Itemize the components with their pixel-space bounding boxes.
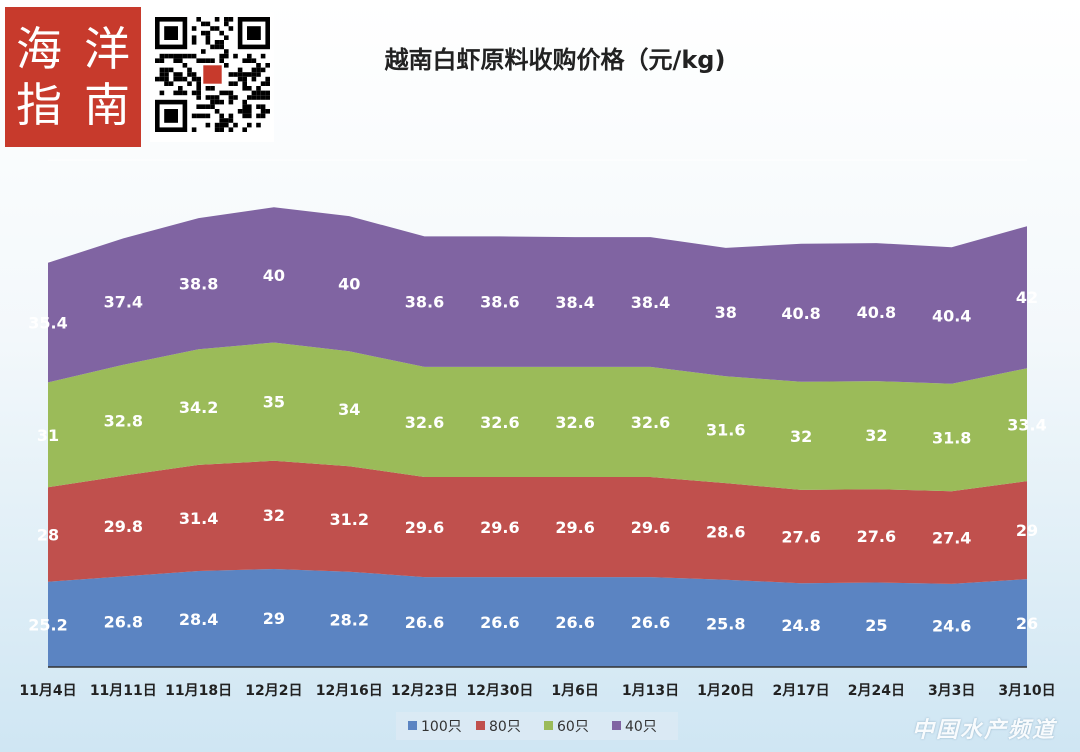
x-tick-label: 11月11日 (90, 683, 157, 699)
data-label: 26 (1016, 614, 1038, 633)
data-label: 25 (865, 616, 887, 635)
data-label: 31 (37, 426, 59, 445)
x-tick-label: 11月18日 (165, 683, 232, 699)
watermark: 中国水产频道 (911, 718, 1056, 743)
chart-title: 越南白虾原料收购价格（元/kg) (384, 46, 726, 74)
data-label: 31.6 (706, 421, 745, 440)
legend-box (396, 712, 678, 740)
data-label: 38.6 (405, 293, 444, 312)
x-tick-label: 3月3日 (928, 683, 975, 699)
data-label: 24.8 (781, 616, 820, 635)
data-label: 32.6 (480, 413, 519, 432)
data-label: 29.6 (555, 518, 594, 537)
data-label: 35.4 (28, 314, 67, 333)
data-label: 33.4 (1007, 416, 1046, 435)
legend-swatch (476, 721, 485, 730)
data-label: 38.4 (555, 293, 594, 312)
data-label: 31.2 (329, 510, 368, 529)
data-label: 29 (263, 609, 285, 628)
x-tick-label: 1月20日 (697, 683, 754, 699)
x-tick-label: 2月17日 (772, 683, 829, 699)
data-label: 29.6 (480, 518, 519, 537)
logo-char-3: 指 (16, 78, 62, 132)
data-label: 40.8 (781, 304, 820, 323)
data-label: 26.8 (104, 613, 143, 632)
logo-char-2: 洋 (84, 22, 130, 76)
logo-char-1: 海 (16, 22, 62, 76)
data-label: 26.6 (631, 613, 670, 632)
data-label: 26.6 (555, 613, 594, 632)
data-label: 27.6 (857, 527, 896, 546)
data-label: 31.8 (932, 428, 971, 447)
data-label: 27.6 (781, 528, 820, 547)
area-series-1 (48, 569, 1027, 667)
data-label: 38 (715, 303, 737, 322)
logo-char-4: 南 (84, 78, 130, 132)
area-series (48, 207, 1027, 667)
data-label: 40.4 (932, 306, 971, 325)
data-label: 29 (1016, 521, 1038, 540)
data-label: 25.2 (28, 615, 67, 634)
brand-logo: 海 洋 指 南 (5, 7, 141, 147)
x-axis: 11月4日 11月11日 11月18日 12月2日 12月16日 12月23日 12月30日… (19, 666, 1056, 699)
legend: 100只 80只 60只 40只 (396, 712, 678, 740)
data-label: 29.6 (405, 518, 444, 537)
data-label: 35 (263, 393, 285, 412)
x-tick-label: 12月23日 (391, 683, 458, 699)
data-label: 28.2 (329, 610, 368, 629)
x-tick-label: 12月16日 (316, 683, 383, 699)
data-label: 26.6 (480, 613, 519, 632)
data-label: 34.2 (179, 398, 218, 417)
x-tick-label: 1月13日 (622, 683, 679, 699)
data-label: 38.8 (179, 275, 218, 294)
data-label: 40.8 (857, 303, 896, 322)
data-label: 32.6 (555, 413, 594, 432)
data-label: 29.6 (631, 518, 670, 537)
data-label: 25.8 (706, 614, 745, 633)
area-series-3 (48, 342, 1027, 492)
x-tick-label: 3月10日 (998, 683, 1055, 699)
data-label: 40 (338, 275, 360, 294)
legend-swatch (544, 721, 553, 730)
data-label: 38.4 (631, 293, 670, 312)
qr-code (150, 12, 274, 142)
x-tick-label: 12月2日 (245, 683, 302, 699)
data-label: 32.6 (631, 413, 670, 432)
legend-swatch (612, 721, 621, 730)
data-labels: 25.2 26.8 28.4 29 28.2 26.6 26.6 26.6 26.6 25.8 24… (28, 266, 1046, 636)
legend-label: 80只 (489, 719, 521, 735)
data-label: 32 (263, 506, 285, 525)
x-tick-label: 11月4日 (19, 683, 76, 699)
data-label: 27.4 (932, 529, 971, 548)
data-label: 32 (790, 427, 812, 446)
legend-label: 60只 (557, 719, 589, 735)
data-label: 28.6 (706, 522, 745, 541)
data-label: 34 (338, 400, 360, 419)
x-tick-label: 2月24日 (848, 683, 905, 699)
data-label: 38.6 (480, 293, 519, 312)
data-label: 42 (1016, 288, 1038, 307)
data-label: 32.6 (405, 413, 444, 432)
data-label: 32.8 (104, 411, 143, 430)
data-label: 24.6 (932, 616, 971, 635)
x-tick-label: 1月6日 (551, 683, 598, 699)
x-tick-label: 12月30日 (466, 683, 533, 699)
data-label: 28 (37, 526, 59, 545)
area-series-2 (48, 460, 1027, 584)
data-label: 26.6 (405, 613, 444, 632)
data-label: 28.4 (179, 610, 218, 629)
legend-label: 40只 (625, 719, 657, 735)
data-label: 37.4 (104, 293, 143, 312)
legend-swatch (408, 721, 417, 730)
area-series-4 (48, 207, 1027, 384)
legend-label: 100只 (421, 719, 462, 735)
data-label: 40 (263, 266, 285, 285)
data-label: 32 (865, 426, 887, 445)
data-label: 31.4 (179, 509, 218, 528)
data-label: 29.8 (104, 517, 143, 536)
